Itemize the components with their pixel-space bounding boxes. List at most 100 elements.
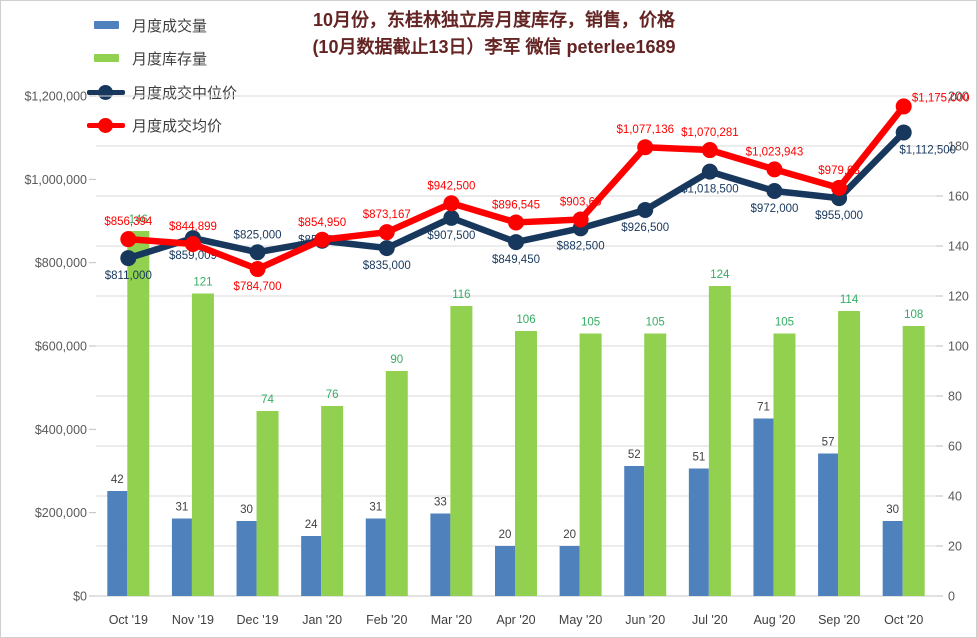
average-price-label: $903,68 bbox=[560, 196, 602, 208]
median-price-marker bbox=[766, 183, 783, 199]
median-price-marker bbox=[701, 163, 718, 180]
median-price-marker bbox=[249, 244, 266, 261]
average-price-label: $854,950 bbox=[298, 217, 346, 229]
inventory-bar-label: 105 bbox=[775, 317, 794, 329]
x-axis-label: Jun '20 bbox=[625, 613, 665, 627]
median-price-marker bbox=[508, 234, 524, 251]
average-price-label: $873,167 bbox=[363, 209, 411, 221]
x-axis-label: Feb '20 bbox=[366, 613, 407, 627]
sales-bar-label: 24 bbox=[305, 519, 318, 531]
left-axis: $1,200,000 $1,000,000 $800,000 $600,000 $400… bbox=[24, 90, 96, 604]
sales-bar-label: 33 bbox=[434, 497, 447, 509]
average-price-marker bbox=[508, 214, 524, 231]
inventory-bar bbox=[838, 311, 861, 596]
right-axis-tick-label: 80 bbox=[948, 390, 962, 404]
left-axis-tick-label: $200,000 bbox=[35, 506, 87, 520]
median-price-label: $1,018,500 bbox=[681, 184, 739, 196]
legend-label: 月度成交均价 bbox=[132, 117, 223, 135]
legend: 月度成交量 月度库存量 月度成交中位价 月度成交均价 bbox=[87, 1, 327, 151]
average-price-marker bbox=[572, 211, 589, 228]
chart-title-line2: (10月数据截止13日）李军 微信 peterlee1689 bbox=[312, 37, 676, 57]
median-price-label: $955,000 bbox=[815, 210, 863, 222]
sales-bar-label: 20 bbox=[499, 529, 512, 541]
sales-bar-label: 31 bbox=[176, 502, 189, 514]
inventory-bar-label: 74 bbox=[261, 394, 274, 406]
left-axis-tick-label: $400,000 bbox=[35, 423, 87, 437]
right-axis-tick-label: 160 bbox=[948, 190, 969, 204]
average-price-label: $1,077,136 bbox=[616, 124, 674, 136]
x-axis-label: Jul '20 bbox=[692, 613, 728, 627]
right-axis-tick-label: 60 bbox=[948, 440, 962, 454]
average-price-marker bbox=[249, 261, 266, 278]
inventory-bar-label: 146 bbox=[129, 214, 148, 226]
bars-sales: 42 31 30 24 31 33 20 20 52 51 71 57 30 bbox=[107, 402, 903, 596]
average-price-marker bbox=[120, 231, 137, 248]
median-price-label: $859,009 bbox=[169, 250, 217, 262]
left-axis-tick-label: $600,000 bbox=[35, 340, 87, 354]
sales-bar-label: 52 bbox=[628, 449, 641, 461]
right-axis-tick-label: 120 bbox=[948, 290, 969, 304]
median-price-label: $882,500 bbox=[557, 240, 605, 252]
sales-bar bbox=[753, 418, 774, 596]
inventory-bar-label: 124 bbox=[710, 269, 730, 281]
right-axis-tick-label: 140 bbox=[948, 240, 969, 254]
sales-bar bbox=[430, 513, 451, 596]
x-axis-label: Mar '20 bbox=[431, 613, 472, 627]
bar-swatch-icon bbox=[87, 17, 125, 33]
median-price-label: $835,000 bbox=[363, 260, 411, 272]
average-price-label: $942,500 bbox=[427, 180, 475, 192]
median-price-marker bbox=[378, 240, 395, 257]
chart-title: 10月份，东桂林独立房月度库存，销售，价格 (10月数据截止13日）李军 微信 … bbox=[284, 7, 704, 61]
inventory-bar bbox=[902, 326, 925, 596]
line-marker-swatch-icon bbox=[87, 117, 125, 133]
sales-bar bbox=[495, 546, 515, 596]
sales-bar bbox=[107, 491, 128, 596]
x-axis-label: Jan '20 bbox=[302, 613, 342, 627]
bars-inventory: 146 121 74 76 90 116 106 105 105 124 105 114 108 bbox=[127, 214, 925, 596]
legend-item-1: 月度成交量 bbox=[87, 15, 207, 35]
inventory-bar bbox=[579, 333, 602, 596]
bar-swatch-icon bbox=[87, 50, 125, 66]
inventory-bar bbox=[321, 406, 344, 596]
sales-bar bbox=[236, 521, 257, 596]
sales-bar bbox=[301, 536, 322, 596]
average-price-label: $1,070,281 bbox=[681, 127, 739, 139]
inventory-bar-label: 114 bbox=[840, 294, 859, 306]
median-price-marker bbox=[637, 201, 654, 218]
x-axis-label: Oct '20 bbox=[884, 613, 923, 627]
sales-bar bbox=[171, 518, 192, 596]
sales-bar-label: 20 bbox=[563, 529, 576, 541]
average-price-marker bbox=[443, 195, 460, 212]
median-price-label: $972,000 bbox=[750, 203, 798, 215]
right-axis-tick-label: 100 bbox=[948, 340, 969, 354]
right-axis-tick-label: 40 bbox=[948, 490, 962, 504]
left-axis-tick-label: $0 bbox=[73, 590, 87, 604]
sales-bar-label: 51 bbox=[692, 452, 705, 464]
median-price-marker bbox=[443, 209, 460, 226]
inventory-bar-label: 108 bbox=[904, 309, 923, 321]
sales-bar bbox=[624, 466, 645, 596]
right-axis-tick-label: 20 bbox=[948, 540, 962, 554]
inventory-bar bbox=[773, 333, 796, 596]
median-price-label: $825,000 bbox=[234, 229, 282, 241]
inventory-bar-label: 90 bbox=[390, 354, 403, 366]
x-axis-label: Oct '19 bbox=[109, 613, 148, 627]
inventory-bar bbox=[256, 411, 279, 596]
chart-title-line1: 10月份，东桂林独立房月度库存，销售，价格 bbox=[312, 10, 676, 30]
median-price-marker bbox=[120, 250, 137, 267]
legend-label: 月度库存量 bbox=[132, 50, 208, 68]
median-price-marker bbox=[895, 124, 912, 141]
legend-label: 月度成交量 bbox=[132, 17, 208, 35]
inventory-bar-label: 76 bbox=[326, 389, 339, 401]
average-price-label: $1,023,943 bbox=[746, 146, 804, 158]
x-axis-label: Nov '19 bbox=[172, 613, 214, 627]
left-axis-tick-label: $800,000 bbox=[35, 256, 87, 270]
left-axis-tick-label: $1,000,000 bbox=[24, 173, 87, 187]
x-axis-label: May '20 bbox=[559, 613, 602, 627]
average-price-label: $1,175,000 bbox=[912, 92, 970, 104]
median-price-label: $926,500 bbox=[621, 222, 669, 234]
x-axis-label: Sep '20 bbox=[818, 613, 860, 627]
sales-bar bbox=[882, 521, 903, 596]
